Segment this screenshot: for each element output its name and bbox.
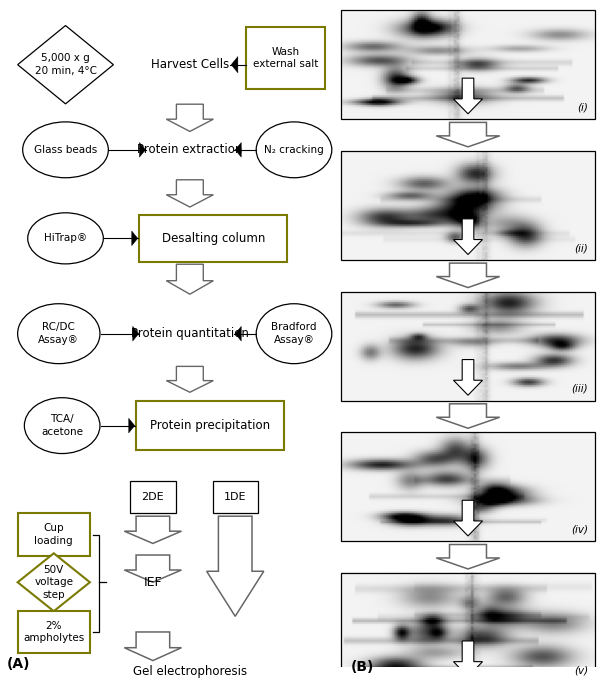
Text: 5,000 x g
20 min, 4°C: 5,000 x g 20 min, 4°C	[35, 54, 97, 76]
Polygon shape	[206, 516, 264, 616]
Ellipse shape	[23, 122, 109, 178]
Text: Cup
loading: Cup loading	[34, 524, 73, 545]
Polygon shape	[436, 545, 500, 569]
Polygon shape	[17, 553, 90, 612]
Polygon shape	[454, 641, 482, 677]
Polygon shape	[436, 123, 500, 147]
Polygon shape	[436, 263, 500, 287]
Text: (A): (A)	[7, 656, 30, 671]
Polygon shape	[166, 180, 214, 207]
Ellipse shape	[17, 304, 100, 364]
Text: Bradford
Assay®: Bradford Assay®	[271, 323, 317, 345]
Polygon shape	[166, 366, 214, 392]
Bar	[341, 151, 595, 260]
Text: N₂ cracking: N₂ cracking	[264, 145, 324, 155]
Bar	[246, 27, 325, 89]
Text: TCA/
acetone: TCA/ acetone	[41, 415, 83, 437]
Text: (i): (i)	[577, 103, 588, 112]
Text: Glass beads: Glass beads	[34, 145, 97, 155]
Text: Protein extraction: Protein extraction	[137, 143, 242, 157]
Bar	[341, 573, 595, 681]
Text: Desalting column: Desalting column	[161, 232, 265, 245]
Text: (v): (v)	[574, 665, 588, 676]
Polygon shape	[124, 555, 181, 582]
Ellipse shape	[256, 304, 332, 364]
Bar	[212, 481, 258, 513]
Text: 2%
ampholytes: 2% ampholytes	[23, 621, 85, 643]
Text: Harvest Cells: Harvest Cells	[151, 58, 229, 72]
Text: (iii): (iii)	[571, 384, 588, 394]
Text: 1DE: 1DE	[224, 492, 247, 502]
Polygon shape	[133, 326, 139, 341]
Polygon shape	[124, 632, 181, 661]
Bar	[341, 291, 595, 400]
Ellipse shape	[256, 122, 332, 178]
Bar	[136, 401, 284, 450]
Polygon shape	[454, 219, 482, 255]
Ellipse shape	[25, 398, 100, 454]
Polygon shape	[235, 142, 241, 157]
Bar	[341, 432, 595, 541]
Polygon shape	[436, 404, 500, 428]
Text: 50V
voltage
step: 50V voltage step	[34, 565, 73, 600]
Bar	[17, 611, 90, 653]
Bar	[17, 513, 90, 556]
Polygon shape	[454, 78, 482, 114]
Polygon shape	[454, 501, 482, 536]
Polygon shape	[132, 231, 138, 246]
Text: Gel electrophoresis: Gel electrophoresis	[133, 665, 247, 678]
Bar	[130, 481, 176, 513]
Polygon shape	[17, 26, 113, 104]
Polygon shape	[124, 516, 181, 543]
Text: 2DE: 2DE	[142, 492, 164, 502]
Text: Wash
external salt: Wash external salt	[253, 47, 318, 69]
Text: RC/DC
Assay®: RC/DC Assay®	[38, 323, 79, 345]
Bar	[139, 215, 287, 262]
Text: Protein precipitation: Protein precipitation	[150, 419, 270, 432]
Polygon shape	[454, 360, 482, 395]
Text: IEF: IEF	[143, 575, 162, 589]
Text: (iv): (iv)	[571, 524, 588, 535]
Polygon shape	[231, 57, 238, 73]
Polygon shape	[166, 104, 214, 131]
Text: (B): (B)	[351, 660, 374, 674]
Bar	[341, 10, 595, 119]
Polygon shape	[166, 264, 214, 294]
Polygon shape	[235, 326, 241, 341]
Text: (ii): (ii)	[574, 243, 588, 253]
Text: Protein quantitation: Protein quantitation	[131, 327, 249, 340]
Polygon shape	[139, 142, 145, 157]
Ellipse shape	[28, 212, 103, 264]
Text: HiTrap®: HiTrap®	[44, 234, 87, 243]
Polygon shape	[128, 418, 135, 433]
